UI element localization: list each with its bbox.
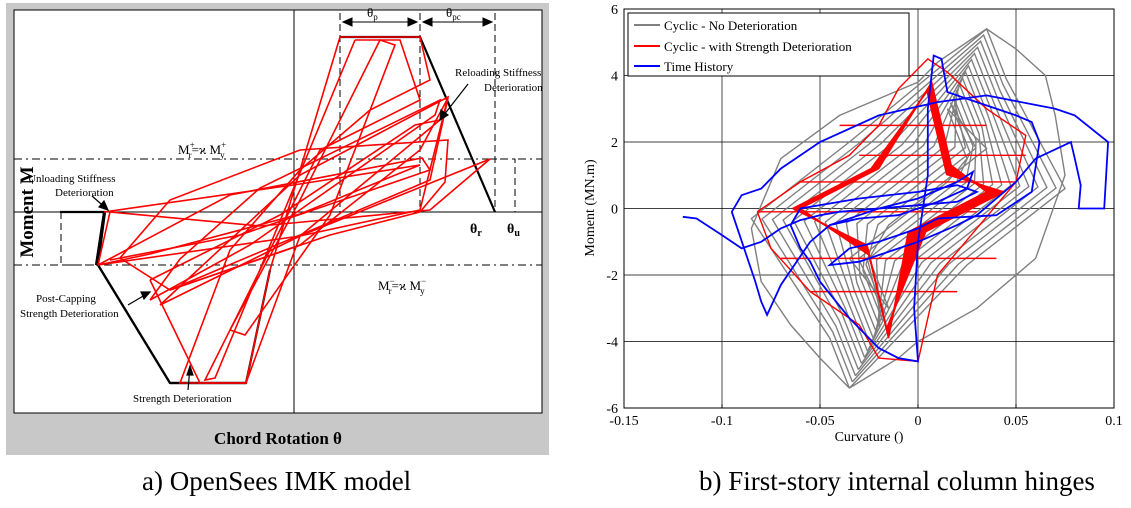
y-tick-label: -6 — [606, 402, 618, 417]
series-loop — [835, 76, 994, 340]
series-time-history — [682, 54, 1110, 363]
backbone-lower — [97, 264, 171, 384]
unloading-label-1: Unloading Stiffness — [28, 173, 116, 185]
mr-neg-label: M− r=ϰ M− y — [378, 276, 426, 296]
right-xlabel: Curvature () — [835, 430, 904, 445]
legend-label-no-det: Cyclic - No Deterioration — [664, 18, 798, 33]
right-series — [682, 27, 1110, 389]
imk-loop-1 — [97, 164, 421, 266]
reloading-label-2: Deterioration — [484, 82, 543, 94]
series-loop — [800, 80, 988, 339]
theta-pc-label: θpc — [446, 5, 461, 22]
series-loop — [761, 33, 1057, 383]
mr-pos-label: M+ r=ϰ M+ y — [178, 140, 226, 160]
unloading-label-2: Deterioration — [55, 187, 114, 199]
right-plot-border — [623, 8, 1115, 409]
caption-left: a) OpenSees IMK model — [142, 466, 412, 496]
legend-box — [627, 12, 910, 77]
left-xlabel: Chord Rotation θ — [214, 429, 342, 448]
x-tick-label: -0.05 — [805, 414, 834, 429]
x-tick-label: -0.1 — [711, 414, 733, 429]
imk-hysteresis-loops — [97, 36, 491, 384]
column-hinge-chart: -0.15 -0.1 -0.05 0 0.05 0.1 -6 -4 -2 0 2 4 6 Curvatu… — [583, 3, 1123, 445]
legend-label-time-history: Time History — [664, 59, 734, 74]
right-ylabel: Moment (MN.m) — [583, 159, 598, 257]
x-tick-label: 0 — [915, 414, 922, 429]
imk-loop-5 — [203, 39, 421, 382]
legend-label-strength-det: Cyclic - with Strength Deterioration — [664, 39, 852, 54]
series-loop — [792, 52, 1030, 364]
theta-u-label: θu — [507, 222, 520, 239]
series-loop — [771, 39, 1048, 377]
imk-loop-2 — [149, 98, 442, 301]
series-loop — [857, 102, 977, 315]
imk-loop-8 — [97, 157, 432, 266]
series-loop — [782, 46, 1039, 371]
series-loop — [750, 27, 1066, 389]
reloading-label-1: Reloading Stiffness — [455, 67, 541, 79]
left-ylabel: Moment M — [17, 166, 38, 257]
x-tick-label: 0.1 — [1105, 414, 1123, 429]
series-loop — [824, 70, 1003, 346]
backbone-envelope-positive — [96, 211, 107, 266]
theta-arrows — [341, 17, 494, 27]
right-tick-labels: -0.15 -0.1 -0.05 0 0.05 0.1 -6 -4 -2 0 2 4 6 — [606, 3, 1122, 429]
y-tick-label: 4 — [611, 70, 618, 85]
series-loop — [813, 64, 1012, 352]
strength-label: Strength Deterioration — [133, 393, 232, 405]
annotation-arrows — [91, 83, 469, 391]
y-tick-label: -4 — [606, 336, 618, 351]
postcap-label-2: Strength Deterioration — [20, 308, 119, 320]
y-tick-label: 0 — [611, 203, 618, 218]
theta-r-label: θr — [470, 222, 482, 239]
series-loop — [848, 108, 988, 309]
x-tick-label: -0.15 — [609, 414, 638, 429]
figure: θp θpc θr θu M+ r=ϰ M+ y M− r=ϰ M− y Reloadi… — [6, 3, 1123, 455]
x-tick-label: 0.05 — [1004, 414, 1029, 429]
theta-p-label: θp — [367, 5, 378, 22]
y-tick-label: 6 — [611, 3, 618, 18]
imk-loop-9 — [149, 119, 441, 384]
imk-loop-4 — [178, 36, 431, 384]
imk-loop-10 — [229, 39, 397, 336]
caption-right: b) First-story internal column hinges — [699, 466, 1095, 496]
series-loop — [803, 58, 1021, 358]
imk-model-chart: θp θpc θr θu M+ r=ϰ M+ y M− r=ϰ M− y Reloadi… — [6, 3, 549, 455]
postcap-label-1: Post-Capping — [36, 293, 96, 305]
imk-loop-7 — [118, 139, 449, 291]
y-tick-label: -2 — [606, 269, 618, 284]
right-legend: Cyclic - No Deterioration Cyclic - with … — [627, 12, 910, 77]
y-tick-label: 2 — [611, 136, 618, 151]
